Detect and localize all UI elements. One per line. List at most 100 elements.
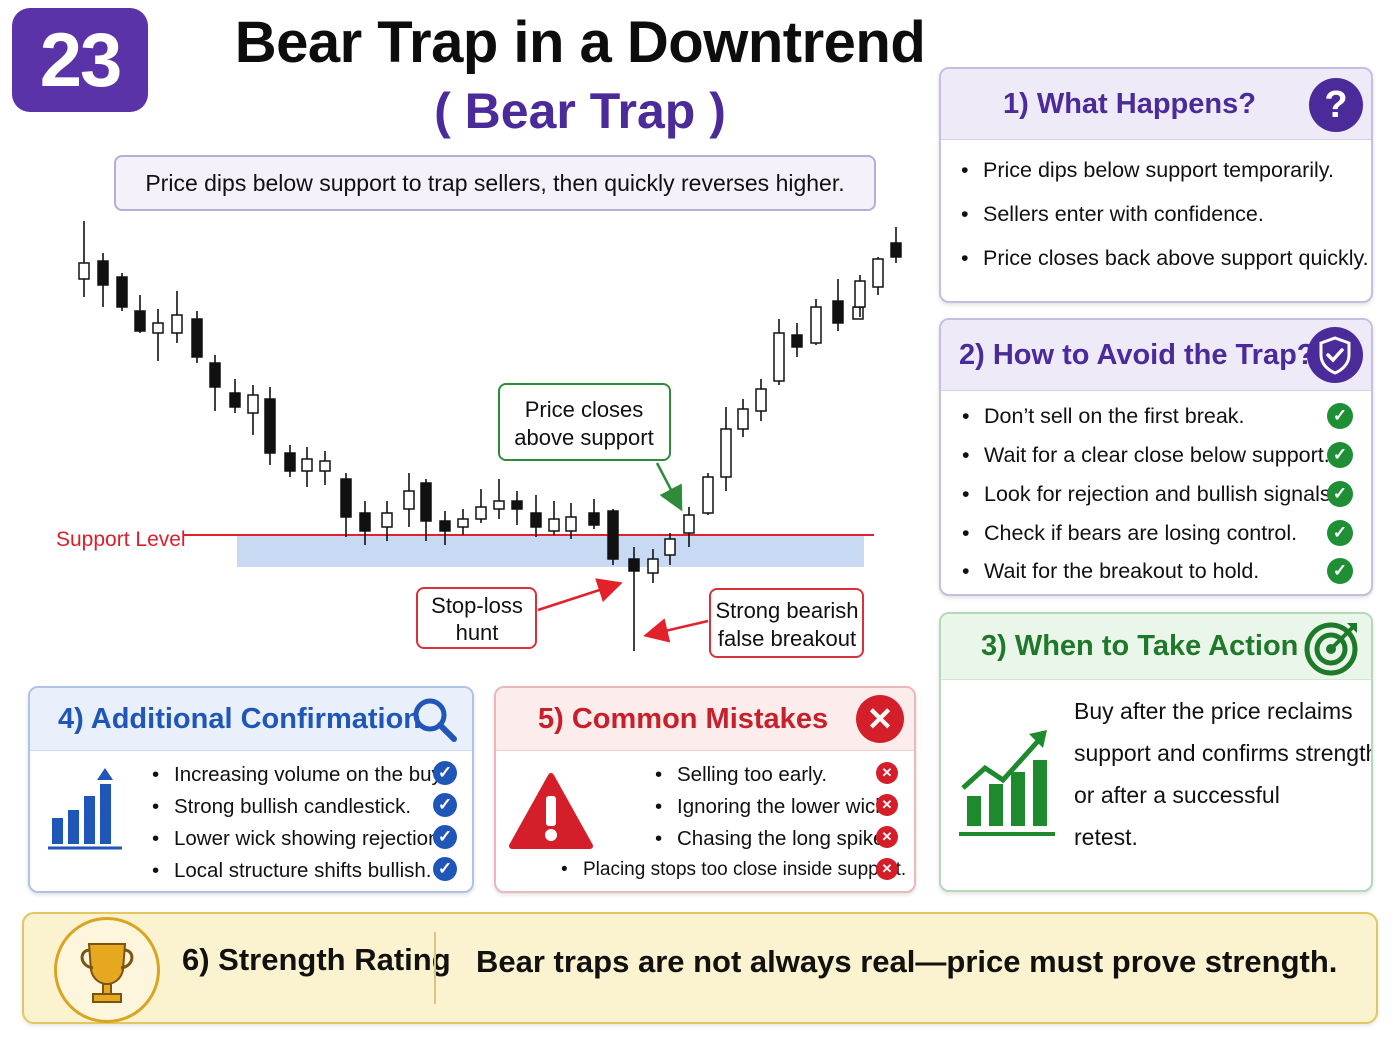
bullish-candle xyxy=(301,458,313,472)
bearish-candle xyxy=(284,452,296,472)
panel-confirmation-header: 4) Additional Confirmation xyxy=(30,688,472,751)
bullish-candle xyxy=(720,428,732,478)
avoid-item-2: Wait for a clear close below support. xyxy=(962,443,1330,468)
bullish-candle xyxy=(664,538,676,556)
bearish-candle xyxy=(628,558,640,572)
number-badge: 23 xyxy=(12,8,148,112)
panel-take-action: 3) When to Take Action Buy after the pri… xyxy=(939,612,1373,892)
bullish-candle xyxy=(548,518,560,532)
callout-stop-loss: Stop-loss hunt xyxy=(416,578,623,649)
bullish-candle xyxy=(493,500,505,510)
panel-take-action-title: 3) When to Take Action xyxy=(981,630,1299,662)
strength-rating-message: Bear traps are not always real—price mus… xyxy=(476,944,1338,979)
bullish-candle xyxy=(854,280,866,308)
page-subtitle: ( Bear Trap ) xyxy=(434,83,726,139)
x-circle-icon: ✕ xyxy=(876,858,898,880)
confirm-item-2: Strong bullish candlestick. xyxy=(152,795,411,819)
bullish-candle xyxy=(647,558,659,574)
bearish-candle xyxy=(607,510,619,560)
strength-rating-label: 6) Strength Rating xyxy=(182,942,451,977)
bearish-candle xyxy=(420,482,432,522)
bearish-candle xyxy=(116,276,128,308)
check-circle-icon: ✓ xyxy=(433,761,457,785)
check-icon: ✓ xyxy=(1327,558,1353,584)
action-line-1: Buy after the price reclaims xyxy=(1074,698,1353,724)
check-circle-icon: ✓ xyxy=(433,857,457,881)
avoid-item-3: Look for rejection and bullish signals. xyxy=(962,482,1337,507)
bearish-candle xyxy=(359,512,371,532)
confirm-item-3: Lower wick showing rejection. xyxy=(152,827,445,851)
check-icon: ✓ xyxy=(1327,442,1353,468)
growth-chart-icon xyxy=(959,730,1055,836)
panel-what-happens: 1) What Happens? ? Price dips below supp… xyxy=(939,67,1373,303)
bullish-candle xyxy=(152,322,164,334)
confirm-item-4: Local structure shifts bullish. xyxy=(152,859,431,883)
bearish-candle xyxy=(530,512,542,528)
close-circle-icon: ✕ xyxy=(856,695,904,743)
bullish-candle xyxy=(852,306,864,320)
panel-what-happens-header: 1) What Happens? ? xyxy=(941,69,1371,140)
tagline: Price dips below support to trap sellers… xyxy=(114,155,876,211)
what-item-3: Price closes back above support quickly. xyxy=(961,246,1369,271)
panel-common-mistakes: 5) Common Mistakes ✕ Selling too early. … xyxy=(494,686,916,893)
mistake-item-3: Chasing the long spike. xyxy=(655,827,890,851)
search-icon xyxy=(413,698,457,742)
callout-price-closes-line1: Price closes xyxy=(525,397,644,422)
check-icon: ✓ xyxy=(1327,481,1353,507)
panel-common-mistakes-title: 5) Common Mistakes xyxy=(538,702,829,735)
strength-rating-bar: 6) Strength Rating Bear traps are not al… xyxy=(22,912,1378,1024)
check-icon: ✓ xyxy=(1327,520,1353,546)
bullish-candle xyxy=(773,332,785,382)
callout-stop-loss-line1: Stop-loss xyxy=(431,593,523,618)
bullish-candle xyxy=(381,512,393,528)
bearish-candle xyxy=(97,260,109,286)
panel-take-action-header: 3) When to Take Action xyxy=(941,614,1371,680)
mistake-item-4: Placing stops too close inside support. xyxy=(561,859,906,881)
bearish-candle xyxy=(340,478,352,518)
action-line-4: retest. xyxy=(1074,824,1138,850)
callout-false-breakout-line1: Strong bearish xyxy=(715,598,858,623)
bullish-candle xyxy=(78,262,90,280)
panel-avoid-trap-title: 2) How to Avoid the Trap? xyxy=(959,338,1315,371)
bullish-candle xyxy=(810,306,822,344)
avoid-item-4: Check if bears are losing control. xyxy=(962,521,1297,546)
trophy-icon xyxy=(54,917,160,1023)
bullish-candle xyxy=(319,460,331,472)
warning-icon xyxy=(509,773,593,849)
footer-divider xyxy=(434,932,436,1004)
confirm-item-1: Increasing volume on the buy. xyxy=(152,763,446,787)
bullish-candle xyxy=(872,258,884,288)
what-item-1: Price dips below support temporarily. xyxy=(961,158,1334,183)
bearish-candle xyxy=(832,300,844,324)
page-title: Bear Trap in a Downtrend xyxy=(234,10,926,75)
bullish-candle xyxy=(683,514,695,534)
question-icon: ? xyxy=(1309,78,1363,132)
avoid-item-1: Don’t sell on the first break. xyxy=(962,404,1244,429)
bearish-candle xyxy=(229,392,241,408)
action-line-2: support and confirms strength, xyxy=(1074,740,1373,766)
bullish-candle xyxy=(565,516,577,532)
check-circle-icon: ✓ xyxy=(433,793,457,817)
callout-price-closes: Price closes above support xyxy=(498,383,683,512)
bullish-candle xyxy=(171,314,183,334)
bullish-candle xyxy=(475,506,487,520)
action-line-3: or after a successful xyxy=(1074,782,1280,808)
panel-what-happens-title: 1) What Happens? xyxy=(1003,87,1256,120)
x-circle-icon: ✕ xyxy=(876,794,898,816)
bearish-candle xyxy=(588,512,600,526)
support-zone xyxy=(237,536,864,567)
bearish-candle xyxy=(439,520,451,532)
candles xyxy=(78,221,902,651)
callout-false-breakout: Strong bearish false breakout xyxy=(643,588,864,658)
target-icon xyxy=(1304,622,1358,676)
x-circle-icon: ✕ xyxy=(876,762,898,784)
bullish-candle xyxy=(247,394,259,414)
bearish-candle xyxy=(209,362,221,388)
mistake-item-2: Ignoring the lower wick. xyxy=(655,795,891,819)
avoid-item-5: Wait for the breakout to hold. xyxy=(962,559,1259,584)
bearish-candle xyxy=(791,334,803,348)
bullish-candle xyxy=(737,408,749,430)
check-circle-icon: ✓ xyxy=(433,825,457,849)
panel-common-mistakes-header: 5) Common Mistakes ✕ xyxy=(496,688,914,751)
what-item-2: Sellers enter with confidence. xyxy=(961,202,1264,227)
